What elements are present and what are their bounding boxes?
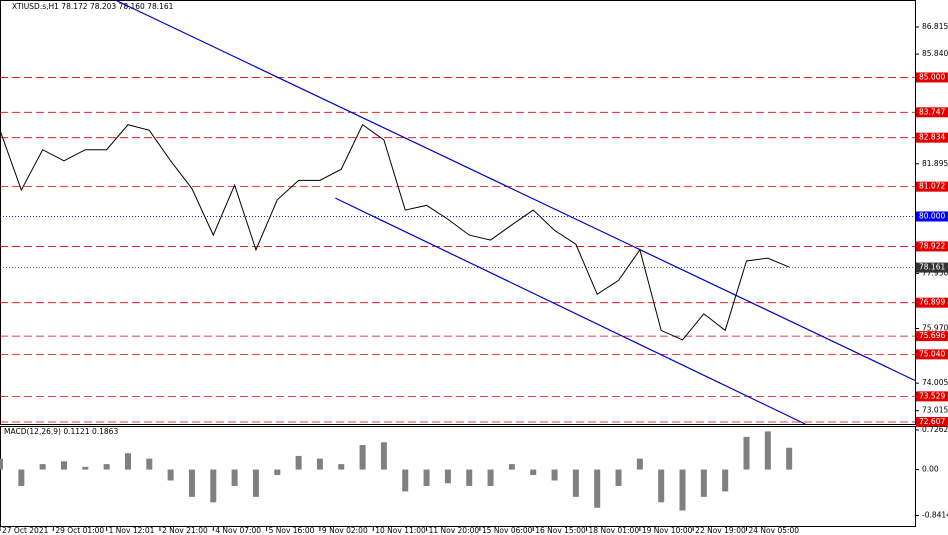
level-label: 81.072 [919, 182, 945, 191]
price-line [0, 123, 790, 341]
x-tick-label: 5 Nov 16:00 [269, 526, 315, 535]
macd-bar [231, 469, 238, 486]
x-tick-label: 10 Nov 11:00 [375, 526, 426, 535]
x-tick-label: 2 Nov 21:00 [162, 526, 208, 535]
x-tick-label: 16 Nov 15:00 [535, 526, 586, 535]
level-label: 73.529 [919, 391, 945, 400]
macd-bar [615, 469, 622, 486]
macd-bar [82, 466, 89, 470]
level-label: 80.000 [919, 211, 945, 220]
level-label: 78.922 [919, 241, 945, 250]
macd-bar [658, 469, 665, 503]
macd-bar [316, 458, 323, 470]
y-tick-label: 74.005 [922, 378, 948, 387]
x-tick-label: 15 Nov 06:00 [482, 526, 533, 535]
level-box [916, 297, 948, 308]
macd-y-tick-label: 0.00 [922, 465, 939, 474]
price-frame [0, 0, 916, 425]
level-box [916, 181, 948, 192]
level-label: 85.000 [919, 72, 945, 81]
trend-line [114, 0, 916, 382]
level-box [916, 391, 948, 402]
x-tick-label: 9 Nov 02:00 [322, 526, 368, 535]
level-label: 72.607 [919, 417, 945, 426]
level-box [916, 331, 948, 342]
symbol-header: XTIUSD.s,H1 78.172 78.203 78.160 78.161 [12, 2, 174, 11]
level-label: 82.834 [919, 133, 945, 142]
macd-bar [743, 436, 750, 470]
macd-bar [466, 469, 473, 486]
macd-bar [18, 469, 25, 486]
y-tick-label: 81.895 [922, 159, 948, 168]
macd-header: MACD(12,26,9) 0.1121 0.1863 [4, 427, 118, 436]
level-box [916, 241, 948, 252]
level-label: 83.747 [919, 107, 945, 116]
macd-bar [764, 431, 771, 470]
macd-bar [274, 469, 281, 476]
macd-bar [700, 469, 707, 497]
macd-bar [124, 453, 131, 470]
x-tick-label: 22 Nov 19:00 [695, 526, 746, 535]
level-box [916, 262, 948, 273]
y-tick-label: 75.970 [922, 324, 948, 333]
macd-bar [508, 464, 515, 470]
macd-y-tick-label: -0.8414 [922, 510, 948, 519]
macd-bar [0, 458, 3, 470]
macd-bar [146, 458, 153, 470]
macd-bar [636, 458, 643, 470]
macd-bar [60, 461, 67, 470]
macd-bar [252, 469, 259, 497]
y-tick-label: 85.840 [922, 49, 948, 58]
y-tick-label: 77.950 [922, 268, 948, 277]
y-tick-label: 86.815 [922, 22, 948, 31]
x-tick-label: 27 Oct 2021 [2, 526, 49, 535]
macd-y-tick-label: 0.7262 [922, 425, 948, 434]
x-tick-label: 4 Nov 07:00 [215, 526, 261, 535]
level-box [916, 72, 948, 83]
trend-line [335, 197, 806, 425]
macd-bar [210, 469, 217, 503]
macd-bar [295, 455, 302, 470]
level-label: 78.161 [919, 263, 945, 272]
macd-bar [39, 464, 46, 470]
x-tick-label: 18 Nov 01:00 [589, 526, 640, 535]
macd-bar [402, 469, 409, 492]
macd-bar [594, 469, 601, 508]
macd-bar [786, 447, 793, 470]
macd-bar [444, 469, 451, 484]
level-label: 76.899 [919, 298, 945, 307]
x-tick-label: 11 Nov 20:00 [429, 526, 480, 535]
macd-bar [188, 469, 195, 497]
macd-bar [423, 469, 430, 486]
macd-bar [487, 469, 494, 486]
macd-bar [572, 469, 579, 497]
level-box [916, 132, 948, 143]
level-box [916, 349, 948, 360]
macd-bar [103, 464, 110, 470]
macd-bar [380, 442, 387, 470]
x-tick-label: 24 Nov 05:00 [749, 526, 800, 535]
x-tick-label: 19 Nov 10:00 [642, 526, 693, 535]
macd-bar [167, 469, 174, 481]
level-box [916, 416, 948, 427]
macd-bar [359, 445, 366, 470]
x-tick-label: 1 Nov 12:01 [109, 526, 155, 535]
macd-frame [0, 426, 916, 527]
macd-bar [551, 469, 558, 481]
level-label: 75.696 [919, 331, 945, 340]
x-tick-label: 29 Oct 01:00 [55, 526, 104, 535]
macd-bar [530, 469, 537, 476]
macd-bar [679, 469, 686, 511]
macd-bar [338, 464, 345, 470]
macd-bar [722, 469, 729, 492]
level-box [916, 211, 948, 222]
level-label: 75.040 [919, 349, 945, 358]
level-box [916, 107, 948, 118]
y-tick-label: 73.015 [922, 406, 948, 415]
